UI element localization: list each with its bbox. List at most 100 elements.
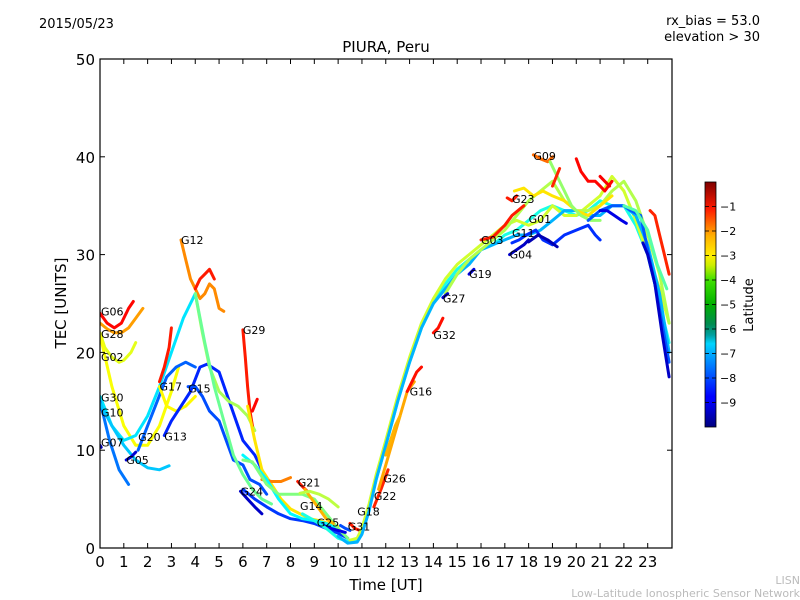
series-G24b [241,487,350,540]
series-G18 [348,522,362,532]
elevation-label: elevation > 30 [664,30,760,45]
series-G10 [100,399,131,486]
colorbar-tick-label: −4 [720,274,736,287]
satellite-label-G21: G21 [298,477,321,490]
x-tick-label: 3 [167,553,177,571]
series-G14 [298,489,340,509]
series-G08 [574,157,614,193]
y-tick-label: 50 [76,51,95,69]
x-tick-label: 13 [400,553,419,571]
series-G09c [551,167,562,188]
series-G26b [348,174,671,542]
colorbar-tick-label: −7 [720,348,736,361]
x-tick-label: 21 [591,553,610,571]
satellite-label-G05: G05 [126,454,149,467]
colorbar-tick-label: −9 [720,397,736,410]
series-G16b [405,365,423,393]
satellite-label-G15: G15 [188,383,211,396]
x-tick-label: 15 [448,553,467,571]
x-tick-label: 10 [329,553,348,571]
date-label: 2015/05/23 [39,17,114,32]
x-tick-label: 4 [190,553,200,571]
series-G19 [467,267,476,276]
x-tick-label: 2 [143,553,153,571]
series-G08e [598,209,628,225]
x-tick-label: 5 [214,553,224,571]
series-G12 [179,238,226,313]
credit: LISN Low-Latitude Ionospheric Sensor Net… [571,574,800,600]
y-tick-label: 0 [85,540,95,558]
series-G29c [250,397,259,413]
series-G26a [300,199,671,544]
series-G12d [193,292,273,506]
satellite-label-G12: G12 [181,234,204,247]
colorbar-tick-label: −2 [720,225,736,238]
series-G28 [100,306,145,335]
x-tick-label: 14 [424,553,443,571]
series-G01 [527,233,559,249]
series-G05 [124,450,138,462]
series-G23 [505,194,519,203]
series-G24 [239,489,264,516]
series-G06 [100,300,135,330]
series-layer [100,153,671,545]
chart-title: PIURA, Peru [342,38,429,56]
x-tick-label: 7 [262,553,272,571]
x-tick-label: 12 [376,553,395,571]
satellite-label-G28: G28 [101,328,124,341]
x-tick-label: 19 [543,553,562,571]
x-tick-label: 6 [238,553,248,571]
x-tick-label: 1 [119,553,129,571]
satellite-label-G10: G10 [101,406,124,419]
colorbar-tick-label: −5 [720,299,736,312]
x-axis: 0 1 2 3 4 5 6 7 8 9 10 11 12 13 14 15 16 17 18 19 20 21 22 23 [95,59,657,571]
satellite-label-G23: G23 [512,193,535,206]
plot-parameters: rx_bias = 53.0 elevation > 30 [664,14,760,46]
series-G08b [598,174,612,188]
satellite-label-G30: G30 [101,391,124,404]
satellite-label-G13: G13 [164,431,187,444]
satellite-label-G26: G26 [383,473,406,486]
y-tick-label: 40 [76,149,95,167]
credit-long: Low-Latitude Ionospheric Sensor Network [571,587,800,600]
series-G15 [186,385,269,496]
series-G08f [648,209,671,276]
satellite-label-G14: G14 [300,500,323,513]
colorbar-tick-label: −8 [720,372,736,385]
x-tick-label: 18 [519,553,538,571]
y-tick-label: 10 [76,442,95,460]
satellite-label-G09: G09 [533,150,556,163]
satellite-label-G16: G16 [410,386,433,399]
satellite-label-G20: G20 [138,431,161,444]
x-tick-label: 9 [310,553,320,571]
satellite-label-G24: G24 [241,485,264,498]
satellite-label-G17: G17 [160,381,183,394]
satellite-label-G29: G29 [243,324,266,337]
satellite-label-G27: G27 [443,293,466,306]
x-tick-label: 0 [95,553,105,571]
satellite-label-G25: G25 [317,517,340,530]
series-G08d [641,241,671,379]
series-G16c [384,414,402,457]
satellite-label-G06: G06 [101,305,124,318]
satellite-label-G03: G03 [481,234,504,247]
series-G03 [479,204,526,242]
x-tick-label: 17 [495,553,514,571]
x-tick-label: 22 [614,553,633,571]
series-G21b [303,487,335,525]
series-G04 [508,238,531,257]
satellite-label-G02: G02 [101,351,124,364]
satellite-label-G22: G22 [374,490,397,503]
x-tick-label: 11 [352,553,371,571]
satellite-label-G04: G04 [510,249,533,262]
y-tick-label: 20 [76,344,95,362]
series-G29b [246,404,340,528]
series-G27 [441,292,450,300]
series-G17 [158,326,173,384]
x-tick-label: 16 [471,553,490,571]
colorbar-tick-label: −1 [720,201,736,214]
x-axis-label: Time [UT] [348,576,422,594]
satellite-label-G19: G19 [469,268,492,281]
